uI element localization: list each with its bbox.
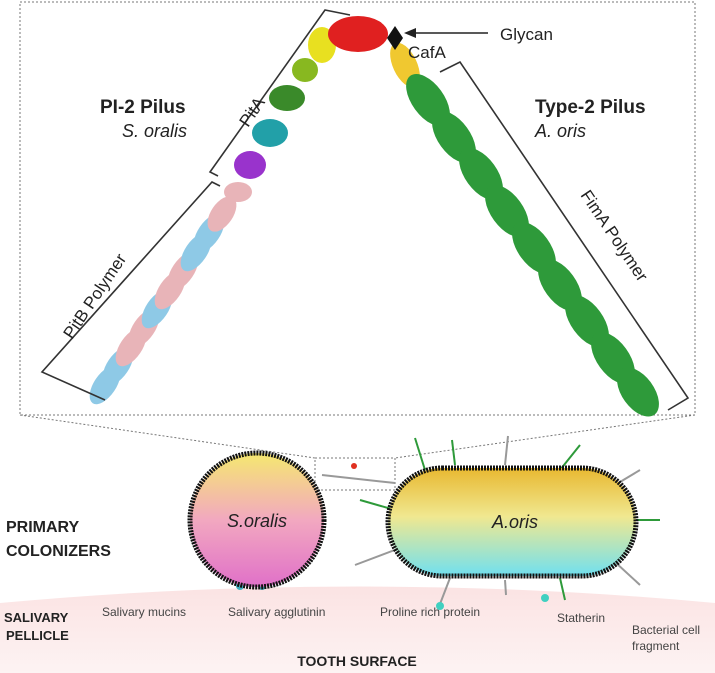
type2-species: A. oris: [534, 121, 586, 141]
pellicle-component: Salivary mucins: [102, 605, 186, 619]
fima-polymer: [406, 73, 659, 417]
pellicle-component: Salivary agglutinin: [228, 605, 325, 619]
glycan-diamond: [387, 26, 403, 50]
a-oris-cell: [385, 465, 639, 579]
fima-label: FimA Polymer: [577, 187, 652, 286]
brackets: [40, 9, 690, 411]
pellicle-component: Proline rich protein: [380, 605, 480, 619]
zoom-line: [19, 414, 316, 459]
pellicle-label: PELLICLE: [6, 628, 69, 643]
pi2-title: PI-2 Pilus: [100, 97, 186, 118]
tooth-surface: [0, 586, 715, 673]
a-oris-label: A.oris: [491, 512, 538, 532]
pitb-polymer: [89, 182, 252, 405]
pitb-label: PitB Polymer: [60, 250, 131, 342]
cafa-label: CafA: [408, 43, 446, 62]
pita: [234, 16, 388, 179]
tooth-surface-label: TOOTH SURFACE: [297, 653, 417, 669]
fragment-label: Bacterial cell: [632, 623, 700, 637]
s-oralis-cell: [187, 450, 327, 590]
pi2-species: S. oralis: [122, 121, 187, 141]
s-oralis-label: S.oralis: [227, 511, 287, 531]
pellicle-label: SALIVARY: [4, 610, 69, 625]
primary-label: PRIMARY: [6, 519, 80, 536]
pellicle-component: Statherin: [557, 611, 605, 625]
zoom-box: [19, 1, 696, 416]
glycan-label: Glycan: [500, 25, 553, 44]
primary-label: COLONIZERS: [6, 543, 111, 560]
type2-title: Type-2 Pilus: [535, 97, 646, 118]
fragment-label: fragment: [632, 639, 680, 653]
zoom-line: [394, 414, 696, 459]
zoom-target: [314, 457, 396, 491]
